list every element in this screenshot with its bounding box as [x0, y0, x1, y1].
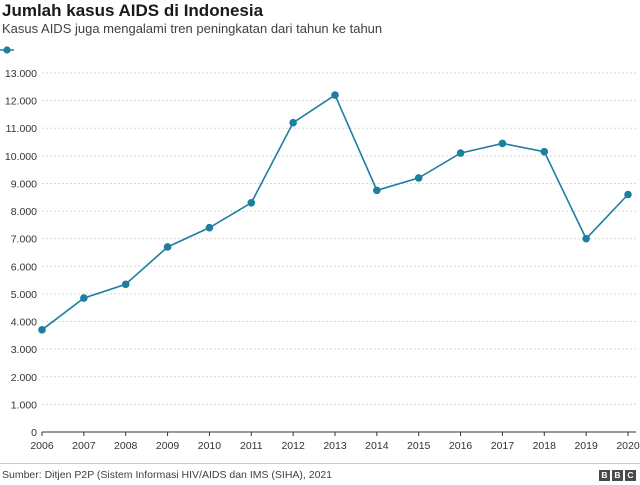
x-tick-label: 2016 [449, 440, 473, 452]
x-tick-label: 2018 [533, 440, 557, 452]
data-point [289, 118, 297, 127]
data-point [121, 280, 130, 289]
series-line [41, 93, 629, 331]
chart-title: Jumlah kasus AIDS di Indonesia [2, 1, 264, 20]
y-tick-label: 12.000 [5, 96, 37, 108]
y-tick-label: 13.000 [5, 68, 37, 80]
x-tick-label: 2012 [281, 440, 305, 452]
data-point [80, 294, 88, 302]
x-tick-label: 2011 [240, 440, 263, 452]
x-tick-label: 2009 [156, 440, 180, 452]
y-tick-label: 4.000 [11, 317, 37, 329]
x-tick-label: 2006 [30, 440, 54, 452]
y-tick-label: 1.000 [11, 399, 37, 411]
data-point [247, 198, 256, 207]
data-point [373, 186, 381, 195]
y-tick-label: 5.000 [11, 289, 37, 301]
source-divider [0, 463, 640, 464]
legend-marker-icon [0, 46, 14, 54]
y-tick-label: 10.000 [5, 151, 37, 163]
y-tick-label: 7.000 [11, 234, 37, 246]
chart-subtitle: Kasus AIDS juga mengalami tren peningkat… [2, 21, 383, 36]
y-tick-label: 8.000 [11, 206, 37, 218]
data-point [540, 147, 549, 156]
y-tick-label: 9.000 [11, 178, 37, 190]
y-tick-label: 11.000 [6, 123, 37, 135]
x-tick-label: 2017 [491, 440, 515, 452]
data-point [205, 223, 214, 232]
y-tick-label: 6.000 [11, 261, 37, 273]
data-point [624, 190, 632, 199]
x-tick-label: 2019 [574, 440, 598, 452]
bbc-logo: B B C [599, 470, 636, 481]
source-text: Sumber: Ditjen P2P (Sistem Informasi HIV… [2, 469, 333, 481]
y-tick-label: 2.000 [11, 372, 37, 384]
x-tick-label: 2014 [365, 440, 389, 452]
x-tick-label: 2015 [407, 440, 431, 452]
data-point [456, 149, 465, 157]
data-point [498, 139, 507, 148]
x-tick-label: 2020 [616, 440, 640, 452]
line-chart: 0 1.000 2.000 3.000 4.000 5.000 6.000 7.000 8.00… [5, 68, 640, 452]
data-point [582, 234, 590, 243]
y-tick-label: 0 [31, 427, 37, 439]
x-tick-label: 2010 [198, 440, 222, 452]
data-point [414, 174, 423, 182]
data-point [331, 91, 339, 99]
bbc-logo-letter: B [599, 470, 610, 481]
x-tick-label: 2008 [114, 440, 138, 452]
data-point [163, 243, 172, 251]
x-tick-label: 2013 [323, 440, 347, 452]
x-tick-label: 2007 [72, 440, 96, 452]
y-tick-label: 3.000 [11, 344, 37, 356]
bbc-logo-letter: C [625, 470, 636, 481]
bbc-logo-letter: B [612, 470, 623, 481]
data-point [38, 326, 46, 334]
